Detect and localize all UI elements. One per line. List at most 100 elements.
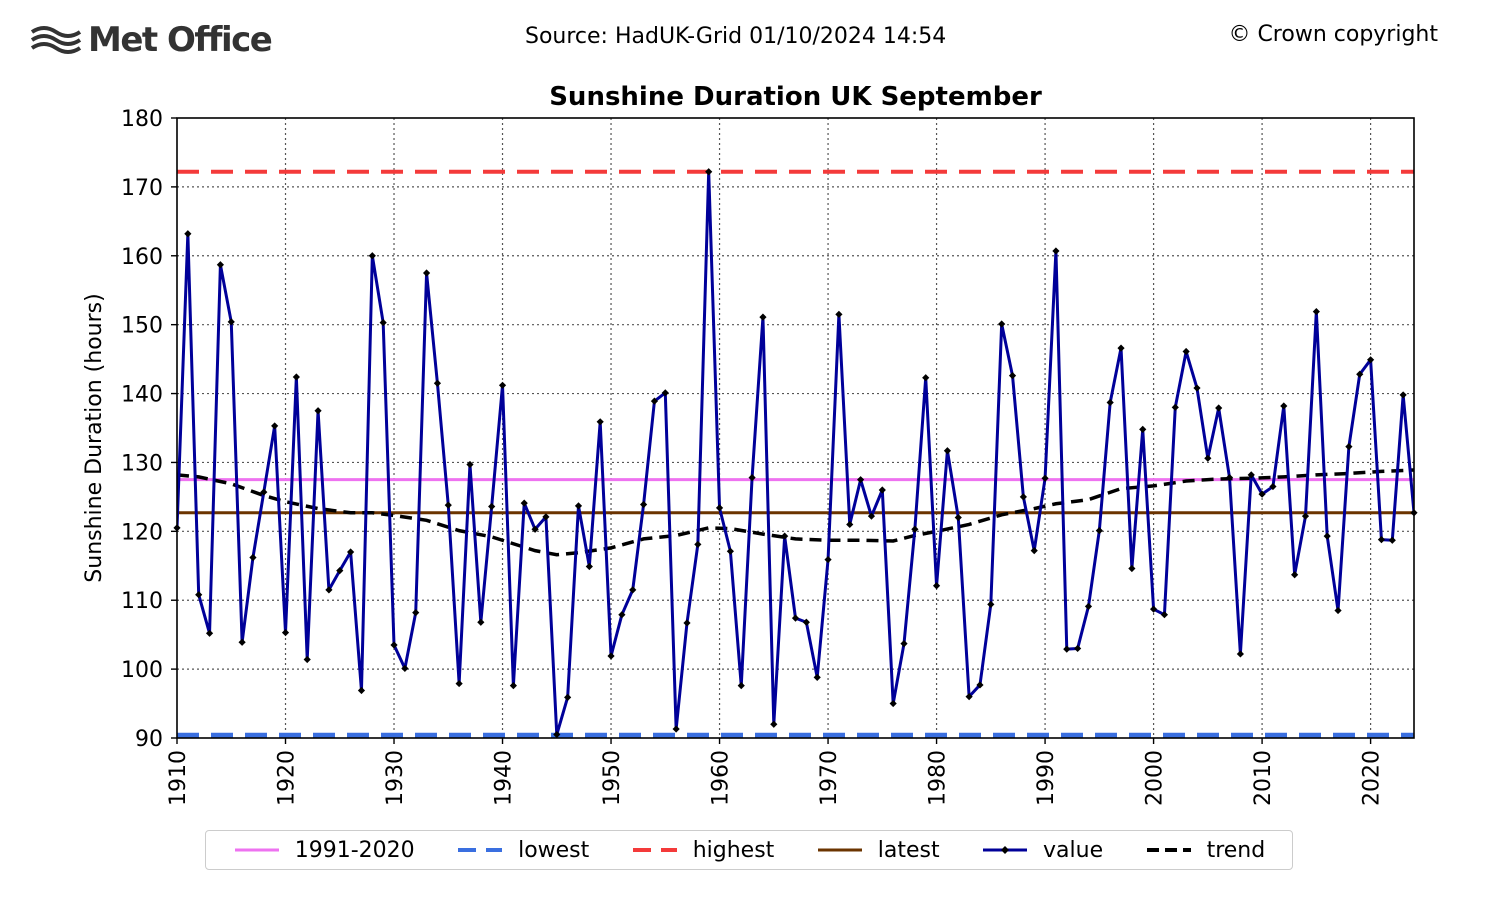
legend-item-latest: latest (816, 838, 940, 863)
data-point (260, 488, 268, 496)
data-point (542, 513, 550, 521)
data-point (564, 693, 572, 701)
data-point (1008, 372, 1017, 380)
y-tick-label: 180 (121, 107, 163, 132)
source-label: Source: HadUK-Grid 01/10/2024 14:54 (525, 24, 947, 49)
x-tick-label: 1980 (926, 750, 951, 806)
data-point (618, 611, 626, 619)
legend-label: lowest (518, 837, 590, 863)
data-point (824, 555, 832, 564)
x-tick-label: 1970 (817, 750, 842, 806)
data-point (1225, 474, 1234, 482)
data-point (1280, 402, 1288, 410)
y-tick-label: 100 (121, 658, 163, 683)
data-point (1301, 512, 1310, 520)
data-point (737, 682, 745, 690)
data-point (672, 725, 680, 733)
data-point (238, 638, 246, 646)
data-point (466, 460, 474, 469)
logo-text: Met Office (88, 20, 273, 60)
legend-swatch-icon (458, 848, 503, 852)
legend-label: value (1043, 837, 1104, 863)
chart-legend: 1991-2020 lowest highest latest value trend (205, 830, 1293, 870)
data-point (770, 720, 778, 728)
data-point (195, 591, 203, 599)
data-point (368, 252, 376, 260)
data-point (715, 504, 724, 512)
y-tick-label: 150 (121, 314, 163, 339)
x-tick-label: 2010 (1251, 750, 1276, 806)
data-point (759, 313, 767, 321)
data-point (639, 500, 648, 509)
data-point (325, 586, 333, 594)
data-point (1399, 391, 1407, 399)
data-point (802, 618, 810, 626)
y-tick-label: 140 (121, 383, 163, 408)
data-point (357, 686, 366, 695)
data-point (1345, 443, 1353, 451)
data-point (1063, 645, 1071, 653)
y-tick-label: 110 (121, 589, 163, 614)
data-point (1084, 602, 1093, 611)
legend-item-highest: highest (631, 838, 774, 863)
data-point (314, 407, 322, 415)
data-point (846, 520, 854, 529)
data-point (1106, 398, 1114, 407)
data-point (303, 655, 311, 664)
data-point (1204, 454, 1212, 462)
data-point (1041, 474, 1049, 482)
data-point (216, 261, 225, 269)
data-point (1334, 606, 1342, 615)
data-point (1019, 493, 1027, 501)
data-point (705, 168, 713, 176)
data-point (1236, 650, 1244, 658)
data-point (661, 389, 669, 397)
data-point (835, 310, 843, 318)
data-point (1095, 527, 1103, 535)
x-tick-label: 1920 (275, 750, 300, 806)
legend-item-1991-2020: 1991-2020 (233, 838, 415, 863)
data-point (281, 629, 290, 637)
data-point (292, 373, 300, 381)
data-point (379, 319, 387, 327)
data-point (1193, 384, 1201, 392)
data-point (249, 553, 257, 562)
data-point (227, 318, 235, 326)
x-tick-label: 1960 (709, 750, 734, 806)
data-point (813, 673, 821, 681)
data-point (987, 600, 995, 608)
legend-swatch-icon (1146, 848, 1191, 852)
x-tick-label: 2000 (1143, 750, 1168, 806)
data-point (932, 582, 941, 590)
data-point (184, 230, 192, 238)
data-point (271, 422, 279, 430)
legend-label: 1991-2020 (294, 837, 415, 863)
data-point (205, 629, 214, 637)
data-point (791, 614, 800, 622)
data-point (444, 501, 452, 509)
data-point (965, 693, 973, 701)
plot-frame (176, 117, 1415, 739)
data-point (1074, 644, 1082, 653)
data-point (922, 374, 930, 382)
data-point (574, 502, 583, 510)
data-point (585, 562, 593, 571)
legend-swatch-icon (234, 848, 279, 852)
data-point (1312, 307, 1320, 316)
data-point (1052, 247, 1060, 255)
data-point (596, 418, 604, 426)
data-point (1323, 532, 1331, 540)
data-point (694, 540, 702, 549)
data-point (867, 512, 876, 520)
data-point (1182, 347, 1190, 356)
legend-swatch-icon (632, 848, 677, 852)
legend-label: latest (877, 837, 940, 863)
data-point (1258, 490, 1266, 498)
data-point (976, 681, 984, 689)
data-point (1215, 404, 1223, 412)
chart-title: Sunshine Duration UK September (549, 82, 1042, 112)
y-axis-label: Sunshine Duration (hours) (82, 293, 107, 582)
legend-item-trend: trend (1145, 838, 1265, 863)
data-point (1117, 344, 1125, 352)
y-tick-label: 160 (121, 245, 163, 270)
